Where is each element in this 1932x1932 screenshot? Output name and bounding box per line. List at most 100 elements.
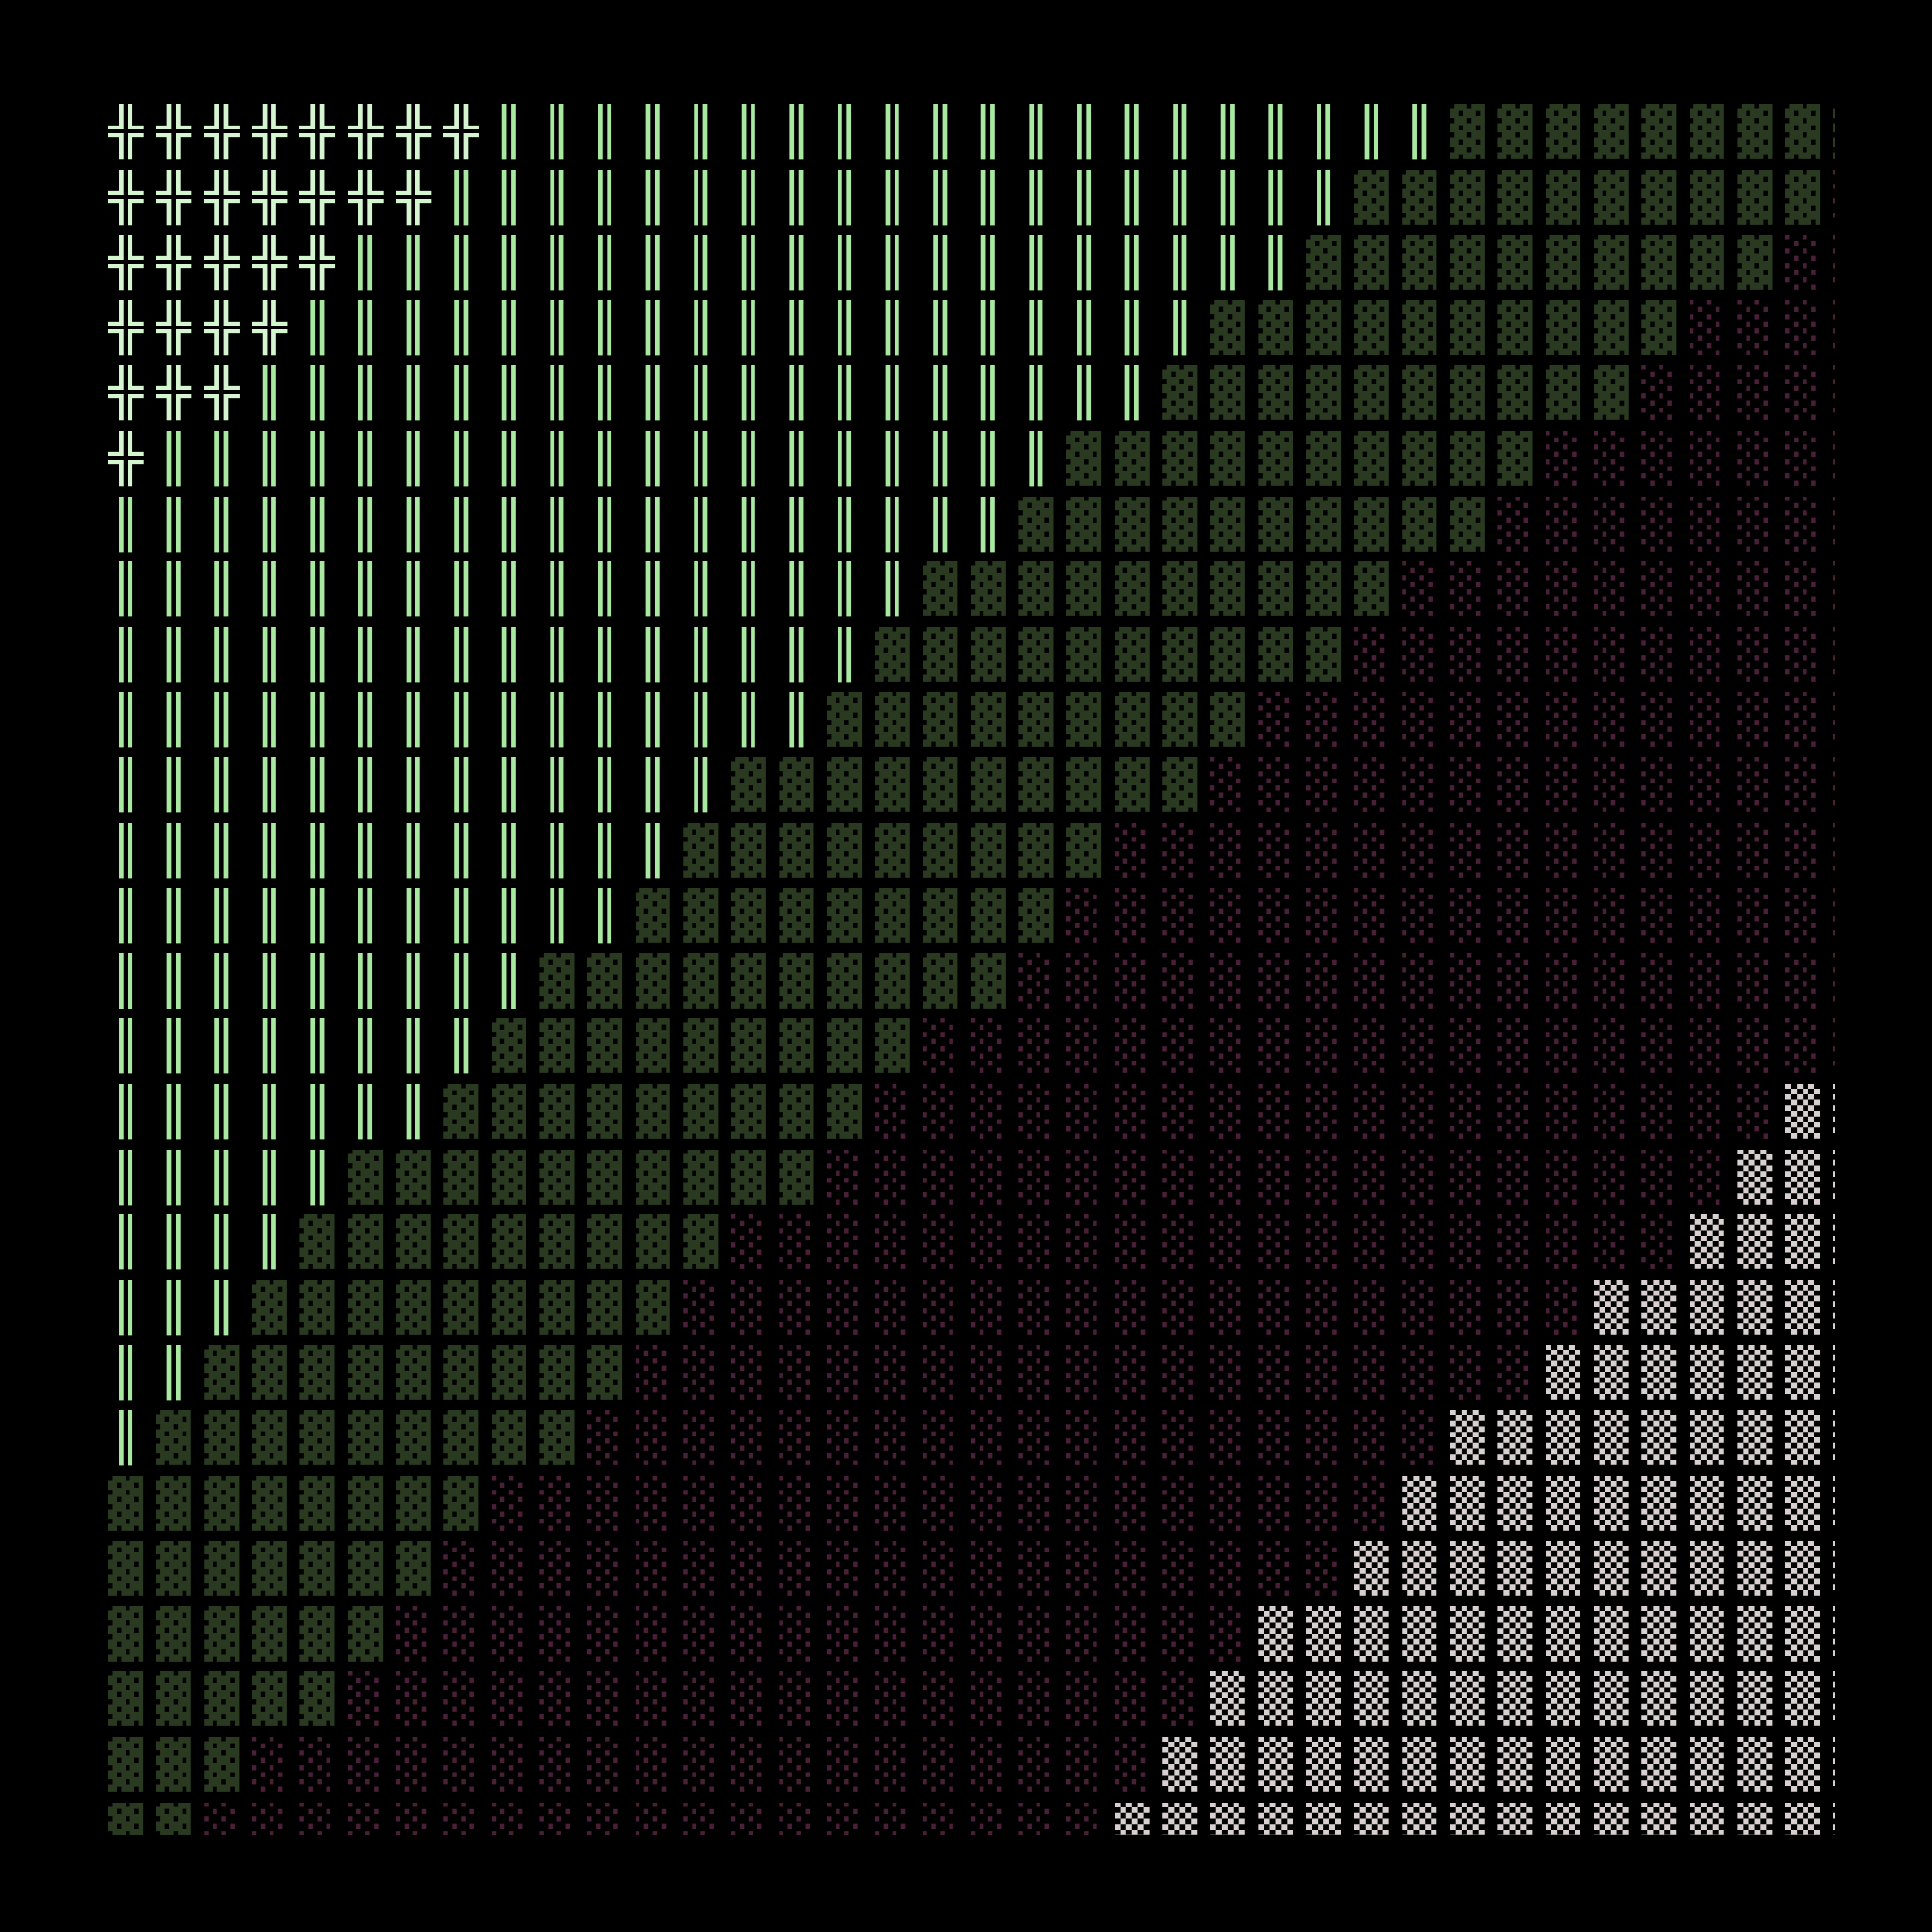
double-vertical-glyph: ║ [443, 952, 479, 1009]
light-shade-glyph: ░ [1353, 692, 1389, 748]
light-shade-glyph: ░ [1066, 1084, 1102, 1140]
light-shade-glyph: ░ [1641, 692, 1677, 748]
light-shade-glyph: ░ [970, 1737, 1006, 1793]
light-shade-glyph: ░ [587, 1541, 623, 1597]
dark-shade-glyph: ▓ [299, 1475, 335, 1531]
double-vertical-glyph: ║ [635, 822, 670, 878]
double-vertical-glyph: ║ [683, 104, 719, 160]
dark-shade-glyph: ▓ [491, 1345, 526, 1401]
double-vertical-glyph: ║ [204, 1279, 240, 1336]
light-shade-glyph: ░ [587, 1737, 623, 1793]
double-vertical-glyph: ║ [443, 888, 479, 944]
medium-shade-glyph: ▒ [1209, 1802, 1245, 1835]
light-shade-glyph: ░ [204, 1802, 240, 1835]
double-vertical-glyph: ║ [779, 431, 814, 487]
double-vertical-glyph: ║ [1066, 235, 1102, 291]
dark-shade-glyph: ▓ [587, 952, 623, 1009]
light-shade-glyph: ░ [874, 1279, 910, 1336]
medium-shade-glyph: ▒ [1306, 1802, 1342, 1835]
light-shade-glyph: ░ [443, 1802, 479, 1835]
light-shade-glyph: ░ [1114, 1541, 1150, 1597]
dark-shade-glyph: ▓ [874, 952, 910, 1009]
medium-shade-glyph: ▒ [1353, 1737, 1389, 1793]
medium-shade-glyph: ▒ [1546, 1410, 1581, 1466]
light-shade-glyph: ░ [1353, 1149, 1389, 1205]
dark-shade-glyph: ▓ [970, 561, 1006, 617]
light-shade-glyph: ░ [779, 1475, 814, 1531]
light-shade-glyph: ░ [1306, 1475, 1342, 1531]
dark-shade-glyph: ▓ [251, 1671, 287, 1727]
light-shade-glyph: ░ [874, 1214, 910, 1270]
dark-shade-glyph: ▓ [395, 1410, 431, 1466]
light-shade-glyph: ░ [970, 1605, 1006, 1662]
double-vertical-glyph: ║ [635, 104, 670, 160]
double-vertical-glyph: ║ [539, 757, 575, 813]
double-vertical-glyph: ║ [251, 1149, 287, 1205]
light-shade-glyph: ░ [635, 1737, 670, 1793]
double-vertical-glyph: ║ [539, 692, 575, 748]
light-shade-glyph: ░ [1114, 1345, 1150, 1401]
double-vertical-glyph: ║ [923, 496, 958, 552]
light-shade-glyph: ░ [1641, 757, 1677, 813]
light-shade-glyph: ░ [1546, 561, 1581, 617]
light-shade-glyph: ░ [1258, 1018, 1293, 1074]
light-shade-glyph: ░ [1018, 1149, 1054, 1205]
light-shade-glyph: ░ [1066, 1279, 1102, 1336]
double-vertical-glyph: ║ [251, 1018, 287, 1074]
double-vertical-glyph: ║ [1114, 365, 1150, 421]
double-vertical-glyph: ║ [827, 235, 863, 291]
dark-shade-glyph: ▓ [683, 888, 719, 944]
dark-shade-glyph: ▓ [1497, 235, 1533, 291]
light-shade-glyph: ░ [730, 1475, 766, 1531]
dark-shade-glyph: ▓ [1593, 104, 1629, 160]
medium-shade-glyph: ▒ [1689, 1541, 1724, 1597]
double-vertical-glyph: ║ [299, 561, 335, 617]
light-shade-glyph: ░ [1833, 561, 1835, 627]
dark-shade-glyph: ▓ [1258, 299, 1293, 356]
double-vertical-glyph: ║ [635, 561, 670, 617]
double-vertical-glyph: ║ [443, 822, 479, 878]
medium-shade-glyph: ▒ [1209, 1671, 1245, 1727]
medium-shade-glyph: ▒ [1402, 1475, 1437, 1531]
double-vertical-glyph: ║ [395, 757, 431, 813]
dark-shade-glyph: ▓ [1641, 235, 1677, 291]
light-shade-glyph: ░ [1737, 757, 1773, 813]
double-vertical-glyph: ║ [299, 757, 335, 813]
double-vertical-glyph: ║ [204, 1214, 240, 1270]
dark-shade-glyph: ▓ [779, 1084, 814, 1140]
double-vertical-glyph: ║ [395, 952, 431, 1009]
dark-shade-glyph: ▓ [779, 757, 814, 813]
double-vertical-glyph: ║ [348, 757, 384, 813]
double-vertical-glyph: ║ [491, 104, 526, 160]
double-vertical-glyph: ║ [348, 952, 384, 1009]
dark-shade-glyph: ▓ [395, 1345, 431, 1401]
light-shade-glyph: ░ [1497, 1345, 1533, 1401]
light-shade-glyph: ░ [539, 1475, 575, 1531]
double-vertical-glyph: ║ [299, 952, 335, 1009]
dark-shade-glyph: ▓ [443, 1279, 479, 1336]
light-shade-glyph: ░ [1018, 952, 1054, 1009]
double-vertical-glyph: ║ [730, 235, 766, 291]
double-vertical-glyph: ║ [299, 1018, 335, 1074]
dark-shade-glyph: ▓ [539, 952, 575, 1009]
medium-shade-glyph: ▒ [1546, 1605, 1581, 1662]
double-vertical-glyph: ║ [730, 561, 766, 617]
light-shade-glyph: ░ [730, 1737, 766, 1793]
double-vertical-glyph: ║ [539, 104, 575, 160]
light-shade-glyph: ░ [1066, 888, 1102, 944]
medium-shade-glyph: ▒ [1258, 1737, 1293, 1793]
light-shade-glyph: ░ [1546, 757, 1581, 813]
double-vertical-glyph: ║ [156, 561, 191, 617]
light-shade-glyph: ░ [1833, 300, 1835, 366]
light-shade-glyph: ░ [1353, 1279, 1389, 1336]
light-shade-glyph: ░ [923, 1214, 958, 1270]
double-vertical-glyph: ║ [251, 431, 287, 487]
light-shade-glyph: ░ [683, 1737, 719, 1793]
double-vertical-glyph: ║ [1209, 235, 1245, 291]
double-vertical-glyph: ║ [299, 822, 335, 878]
dark-shade-glyph: ▓ [299, 1345, 335, 1401]
light-shade-glyph: ░ [683, 1605, 719, 1662]
dark-shade-glyph: ▓ [779, 1149, 814, 1205]
double-vertical-glyph: ║ [156, 1018, 191, 1074]
light-shade-glyph: ░ [539, 1737, 575, 1793]
